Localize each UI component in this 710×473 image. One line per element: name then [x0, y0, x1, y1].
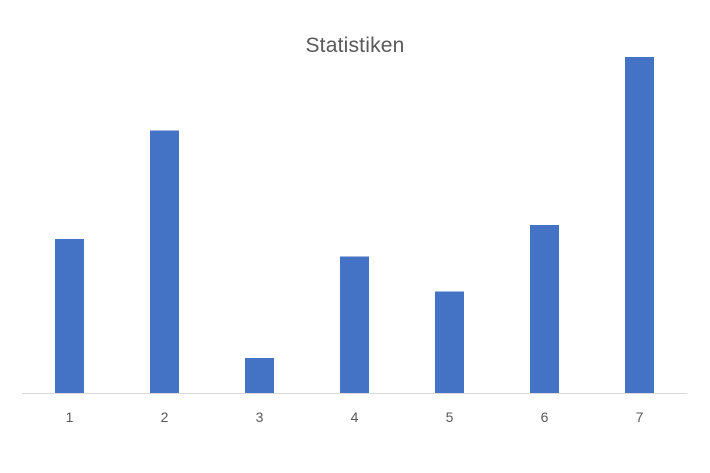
- x-tick-label-5: 5: [446, 409, 454, 425]
- bar-6: [530, 225, 559, 393]
- x-tick-label-6: 6: [541, 409, 549, 425]
- x-tick-label-3: 3: [256, 409, 264, 425]
- x-tick-label-2: 2: [161, 409, 169, 425]
- bar-3: [245, 358, 274, 393]
- bar-7: [625, 57, 654, 393]
- x-tick-label-7: 7: [636, 409, 644, 425]
- chart-title: Statistiken: [305, 34, 405, 57]
- bar-1: [55, 239, 84, 393]
- x-axis-tick-labels: 1 2 3 4 5 6 7: [66, 409, 644, 425]
- bar-series: [55, 57, 654, 393]
- x-tick-label-1: 1: [66, 409, 74, 425]
- bar-5: [435, 291, 464, 393]
- x-tick-label-4: 4: [351, 409, 359, 425]
- bar-2: [150, 130, 179, 393]
- bar-4: [340, 256, 369, 393]
